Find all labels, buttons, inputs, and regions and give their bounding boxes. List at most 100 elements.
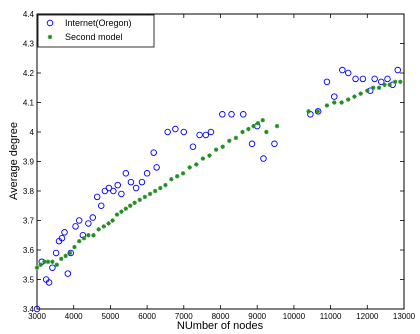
data-point-oregon	[219, 111, 226, 118]
data-point-oregon	[314, 108, 322, 115]
data-point-second-model	[163, 182, 168, 188]
data-point-second-model	[169, 177, 174, 182]
legend-box	[37, 14, 155, 48]
data-point-oregon	[260, 155, 267, 162]
data-point-second-model	[137, 197, 142, 203]
data-point-oregon	[105, 184, 113, 192]
data-point-second-model	[67, 250, 73, 256]
data-point-oregon	[248, 140, 256, 148]
data-point-oregon	[58, 234, 66, 242]
legend-marker-oregon	[46, 19, 54, 27]
data-point-second-model	[200, 156, 206, 161]
data-point-oregon	[339, 66, 346, 74]
data-point-oregon	[371, 75, 378, 83]
x-tick-label: 8000	[212, 312, 230, 321]
data-point-second-model	[306, 109, 311, 114]
data-point-second-model	[119, 209, 124, 214]
data-point-second-model	[132, 200, 137, 205]
data-point-oregon	[331, 93, 338, 100]
legend-label: Internet(Oregon)	[65, 18, 132, 28]
data-point-second-model	[339, 100, 344, 105]
data-point-second-model	[376, 85, 382, 90]
data-point-second-model	[63, 253, 68, 259]
data-point-oregon	[271, 140, 278, 148]
data-point-second-model	[194, 162, 199, 167]
legend-label: Second model	[65, 32, 123, 42]
data-point-oregon	[118, 190, 125, 198]
data-point-second-model	[358, 91, 363, 96]
data-point-second-model	[332, 100, 337, 105]
data-point-second-model	[59, 256, 64, 262]
data-point-second-model	[382, 82, 387, 87]
data-point-oregon	[172, 125, 179, 133]
data-point-second-model	[315, 109, 320, 114]
data-point-second-model	[324, 103, 330, 108]
data-point-second-model	[147, 191, 153, 197]
x-tick-label: 3000	[28, 312, 46, 321]
data-point-oregon	[228, 111, 235, 118]
data-point-oregon	[196, 131, 203, 139]
x-axis-label: NUmber of nodes	[177, 320, 264, 332]
data-point-second-model	[370, 85, 376, 90]
x-tick-label: 13000	[393, 312, 416, 321]
data-point-oregon	[180, 128, 188, 136]
data-point-second-model	[255, 120, 261, 126]
data-point-second-model	[387, 82, 392, 87]
x-tick-label: 5000	[102, 312, 120, 321]
data-point-second-model	[260, 118, 265, 123]
data-point-second-model	[114, 212, 120, 217]
data-point-second-model	[42, 259, 47, 264]
data-point-oregon	[127, 178, 135, 186]
data-point-second-model	[213, 147, 219, 152]
y-tick-label: 4	[30, 128, 35, 137]
data-point-oregon	[75, 217, 83, 224]
legend-marker-second-model	[47, 34, 53, 40]
data-point-oregon	[352, 75, 359, 83]
data-point-oregon	[89, 214, 97, 221]
y-tick-label: 3.5	[23, 276, 35, 285]
data-point-second-model	[86, 233, 91, 238]
data-point-second-model	[96, 227, 101, 232]
x-tick-label: 10000	[283, 312, 306, 321]
data-point-oregon	[394, 66, 402, 74]
y-axis-label: Average degree	[8, 122, 20, 200]
data-point-oregon	[153, 164, 160, 171]
data-point-second-model	[101, 224, 106, 229]
data-point-oregon	[110, 187, 117, 195]
data-point-oregon	[33, 305, 41, 313]
y-tick-label: 4.4	[23, 10, 35, 19]
data-point-second-model	[352, 94, 357, 99]
data-point-oregon	[132, 184, 140, 192]
data-point-second-model	[246, 126, 251, 132]
y-tick-label: 3.4	[23, 305, 35, 314]
data-point-second-model	[54, 262, 60, 267]
data-point-second-model	[110, 218, 115, 223]
y-tick-label: 4.2	[23, 69, 35, 78]
data-point-second-model	[180, 171, 186, 176]
data-point-oregon	[49, 264, 56, 271]
data-point-second-model	[365, 88, 370, 93]
legend: Internet(Oregon) Second model	[37, 14, 155, 48]
data-point-oregon	[344, 69, 352, 77]
data-point-second-model	[128, 203, 133, 208]
y-tick-label: 3.6	[23, 246, 35, 255]
data-point-second-model	[264, 129, 269, 135]
data-point-second-model	[158, 185, 163, 191]
y-tick-label: 3.7	[23, 217, 35, 226]
data-point-second-model	[72, 244, 77, 250]
series-internet-oregon	[33, 66, 402, 313]
series-second-model	[34, 79, 403, 270]
data-point-second-model	[240, 129, 245, 135]
data-point-oregon	[85, 220, 92, 227]
data-point-oregon	[45, 279, 53, 286]
data-point-second-model	[77, 238, 82, 244]
x-tick-label: 4000	[65, 312, 83, 321]
plot-area	[36, 13, 405, 310]
data-point-oregon	[189, 143, 197, 150]
data-point-second-model	[45, 259, 51, 264]
data-point-oregon	[202, 131, 210, 139]
data-point-second-model	[106, 221, 111, 226]
data-point-oregon	[384, 75, 391, 83]
axis-ticks: 3000 4000 5000 6000 7000 8000 9000 10000 11000 12…	[23, 10, 416, 321]
